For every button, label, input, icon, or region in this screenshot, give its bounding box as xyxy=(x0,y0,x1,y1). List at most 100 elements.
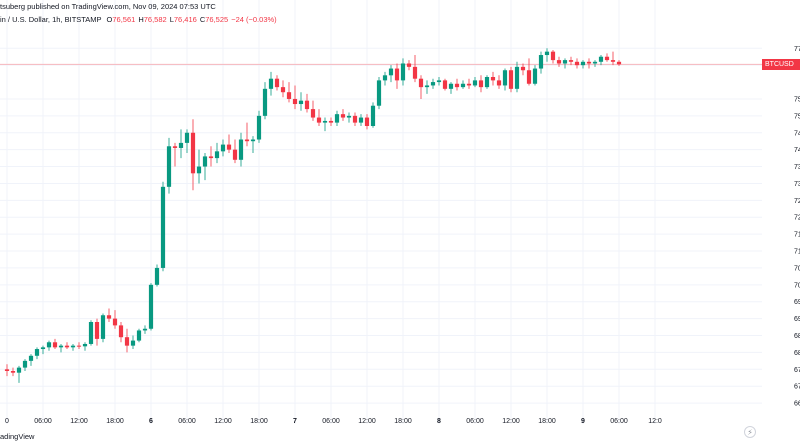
y-tick-label: 66 xyxy=(794,401,800,408)
candle-body xyxy=(34,349,40,356)
x-tick-label: 8 xyxy=(437,418,441,425)
candle-body xyxy=(550,51,556,61)
symbol-info: in / U.S. Dollar, 1h, BITSTAMP O76,561 H7… xyxy=(0,15,277,24)
y-tick-label: 69 xyxy=(794,299,800,306)
candle-body xyxy=(178,142,184,148)
candle-body xyxy=(508,70,514,89)
candle-body xyxy=(208,156,214,159)
candle-body xyxy=(118,325,124,338)
candle-body xyxy=(160,186,166,268)
x-tick-label: 0 xyxy=(5,418,9,425)
candle-body xyxy=(466,83,472,86)
candle-body xyxy=(244,139,250,142)
candle-body xyxy=(262,88,268,116)
candle-body xyxy=(280,87,286,93)
y-tick-label: 67 xyxy=(794,384,800,391)
candle-body xyxy=(604,56,610,61)
candle-body xyxy=(484,77,490,88)
candle-body xyxy=(376,80,382,106)
candle-body xyxy=(400,63,406,81)
price-axis[interactable]: 7776757574747373727271717070696968686767… xyxy=(794,46,800,408)
candle-body xyxy=(28,355,34,361)
x-tick-label: 12:00 xyxy=(214,418,232,425)
candle-body xyxy=(214,151,220,159)
y-tick-label: 68 xyxy=(794,350,800,357)
candle-body xyxy=(592,61,598,64)
candle-body xyxy=(154,267,160,285)
ohlc-label: H xyxy=(138,15,144,24)
candle-body xyxy=(304,100,310,110)
candle-body xyxy=(322,120,328,123)
candle-body xyxy=(370,105,376,126)
candle-body xyxy=(148,284,154,329)
time-axis[interactable]: 0 06:00 12:00 18:00 6 06:00 12:00 18:00 7 06:00 12… xyxy=(5,418,662,425)
candle-body xyxy=(580,61,586,66)
candle-body xyxy=(514,66,520,89)
candle-body xyxy=(190,132,196,174)
candle-body xyxy=(52,342,58,348)
candle-body xyxy=(610,60,616,62)
candle-body xyxy=(394,68,400,81)
candle-body xyxy=(226,144,232,150)
candle-body xyxy=(418,78,424,88)
ohlc-label: O xyxy=(106,15,113,24)
candle-body xyxy=(472,80,478,86)
y-tick-label: 67 xyxy=(794,367,800,374)
candle-body xyxy=(352,115,358,123)
candle-body xyxy=(430,82,436,86)
candle-body xyxy=(358,117,364,123)
candle-body xyxy=(64,345,70,348)
candle-body xyxy=(496,80,502,86)
ohlc-label: L xyxy=(169,15,174,24)
candle-body xyxy=(490,77,496,81)
candle-body xyxy=(292,98,298,105)
candle-body xyxy=(220,144,226,152)
candle-body xyxy=(544,51,550,56)
x-tick-label: 9 xyxy=(581,418,585,425)
candle-body xyxy=(4,369,10,371)
candle-body xyxy=(520,66,526,71)
candle-body xyxy=(172,146,178,148)
candle-body xyxy=(10,371,16,373)
ohlc-label: C xyxy=(199,15,206,24)
brand-logo-text: adingView xyxy=(0,432,35,441)
candle-body xyxy=(478,80,484,88)
y-tick-label: 68 xyxy=(794,333,800,340)
x-tick-label: 18:00 xyxy=(394,418,412,425)
candle-body xyxy=(346,115,352,118)
y-tick-label: 74 xyxy=(794,147,800,154)
x-tick-label: 18:00 xyxy=(106,418,124,425)
candle-body xyxy=(184,132,190,143)
ohlc-value: 76,525 xyxy=(205,15,229,24)
chart-grid xyxy=(0,0,762,424)
x-tick-label: 06:00 xyxy=(178,418,196,425)
candle-body xyxy=(196,166,202,174)
y-tick-label: 72 xyxy=(794,215,800,222)
x-tick-label: 6 xyxy=(149,418,153,425)
candle-body xyxy=(538,55,544,69)
candle-body xyxy=(166,146,172,187)
y-tick-label: 74 xyxy=(794,130,800,137)
ohlc-value: 76,582 xyxy=(143,15,167,24)
candle-body xyxy=(598,56,604,62)
candle-body xyxy=(70,345,76,348)
candle-body xyxy=(82,343,88,347)
y-tick-label: 73 xyxy=(794,164,800,171)
candle-body xyxy=(568,60,574,62)
candle-body xyxy=(556,60,562,64)
candle-body xyxy=(442,80,448,89)
x-tick-label: 06:00 xyxy=(466,418,484,425)
x-tick-label: 18:00 xyxy=(250,418,268,425)
lightning-icon[interactable]: ⚡ xyxy=(744,426,756,438)
candle-body xyxy=(58,345,64,348)
candle-body xyxy=(502,70,508,86)
candle-body xyxy=(424,85,430,88)
candles xyxy=(4,48,622,383)
x-tick-label: 06:00 xyxy=(34,418,52,425)
candle-body xyxy=(460,83,466,88)
y-tick-label: 71 xyxy=(794,232,800,239)
candle-body xyxy=(130,340,136,346)
candle-body xyxy=(388,68,394,76)
candle-body xyxy=(100,315,106,339)
